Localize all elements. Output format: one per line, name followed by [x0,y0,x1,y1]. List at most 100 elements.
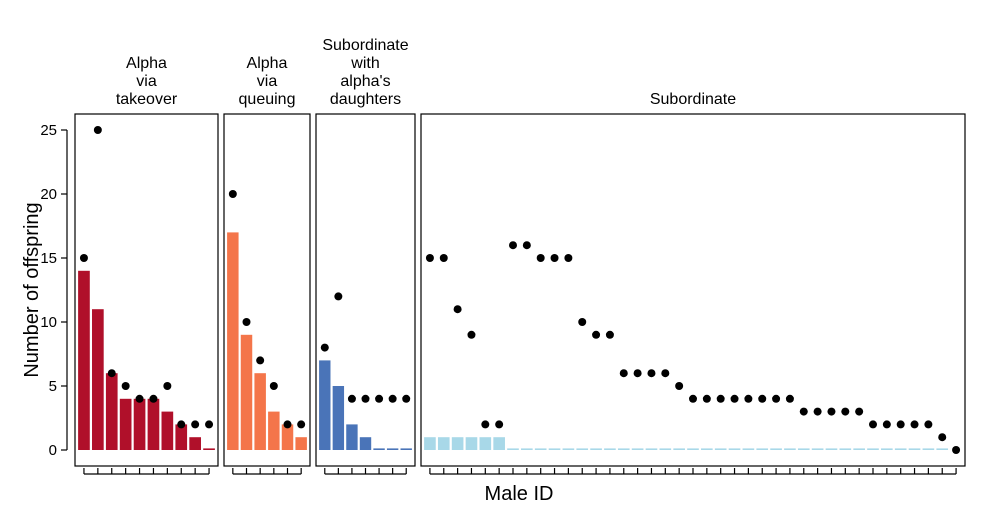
data-point [882,420,891,429]
bar [147,398,160,450]
data-point [163,382,172,390]
data-point [869,420,877,429]
bar [133,398,146,450]
data-point [121,382,130,390]
data-point [79,254,88,262]
y-tick-label: 5 [49,378,57,395]
data-point [135,394,144,403]
data-point [467,330,476,339]
data-point [388,394,397,403]
bar [92,309,104,450]
bar [687,448,699,450]
data-point [256,356,265,365]
data-point [647,369,656,378]
y-tick-label: 0 [49,442,57,459]
bar [922,448,935,450]
bar [936,448,949,450]
bar [161,411,174,450]
data-point [177,420,186,429]
bar [105,373,118,450]
bar [268,411,280,450]
panel-title-line: with [350,55,379,72]
bar [373,448,385,450]
data-point [425,254,434,262]
panel-frame [315,113,416,467]
panel-title-line: Alpha [247,55,288,72]
data-point [495,420,504,429]
bar [332,386,345,450]
panel-title-line: alpha's [340,73,390,90]
bar [346,424,358,450]
bar [604,448,616,450]
data-point [578,318,587,326]
bar [78,270,90,450]
bar [867,448,879,450]
data-point [269,382,278,390]
data-point [402,394,411,403]
bar [424,437,436,450]
panel-4: Subordinate [420,91,966,475]
data-point [550,254,559,262]
y-tick-label: 15 [40,250,57,267]
data-point [744,394,753,403]
bar [853,448,865,450]
bar [881,448,893,450]
bar [770,448,782,450]
bar [756,448,769,450]
bar [784,448,796,450]
panel-frame [223,113,311,467]
bar [908,448,921,450]
x-axis-title: Male ID [485,483,554,505]
data-point [347,394,356,403]
panel-frame [420,113,966,467]
bar [386,448,399,450]
panel-title-line: via [136,73,157,90]
bar [714,448,727,450]
data-point [592,330,601,339]
data-point [375,394,384,403]
bar [521,448,533,450]
bar [534,448,547,450]
data-point [813,407,822,416]
y-axis: 0 5 10 15 20 25 [40,122,68,459]
bar [617,448,630,450]
bar [576,448,589,450]
bar [493,437,505,450]
data-point [910,420,919,429]
data-point [952,446,961,454]
data-point [536,254,545,262]
panel-title-line: Subordinate [650,91,736,108]
bar [281,424,294,450]
bar [507,448,519,450]
data-point [938,433,947,442]
data-point [107,369,116,378]
data-point [191,420,200,429]
bar [119,398,132,450]
bar [645,448,658,450]
data-point [320,343,329,352]
panel-frame [74,113,219,467]
panel-title-line: queuing [239,91,296,108]
panel-title-line: daughters [330,91,401,108]
data-point [924,420,933,429]
panel-title-line: Subordinate [322,37,408,54]
data-point [772,394,781,403]
bar [659,448,672,450]
bar [839,448,852,450]
data-point [297,420,306,429]
data-point [283,420,292,429]
data-point [93,126,102,134]
bar [590,448,602,450]
panel-title-line: Alpha [126,55,167,72]
data-point [785,394,794,403]
data-point [334,292,343,301]
bar [227,232,239,450]
bar [359,437,372,450]
y-tick-label: 25 [40,122,57,139]
data-point [730,394,739,403]
data-point [689,394,697,403]
data-point [896,420,905,429]
